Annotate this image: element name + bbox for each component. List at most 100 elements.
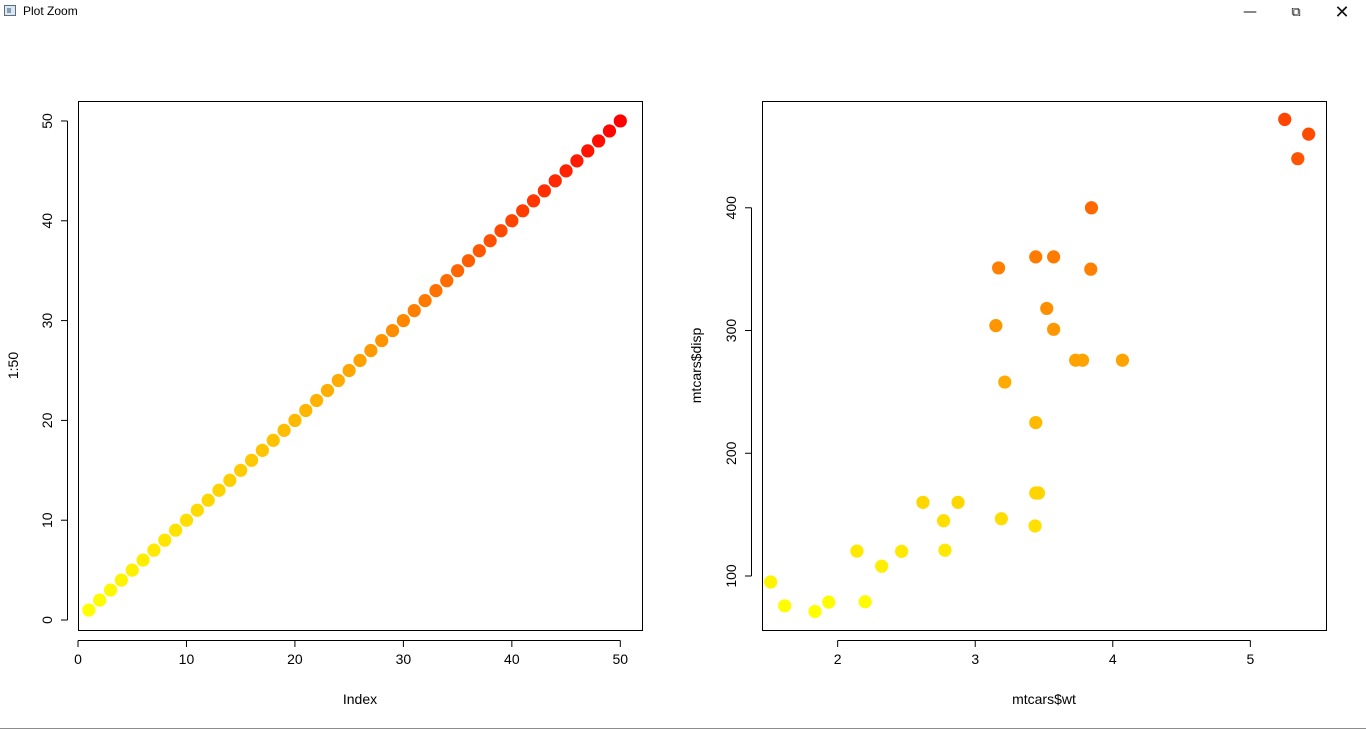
scatter-point bbox=[375, 333, 389, 348]
y-tick-label: 30 bbox=[39, 313, 55, 329]
x-tick-label: 3 bbox=[971, 651, 979, 667]
scatter-point bbox=[808, 604, 822, 619]
scatter-point bbox=[778, 599, 792, 613]
scatter-point bbox=[951, 495, 965, 509]
scatter-point bbox=[342, 363, 356, 378]
x-tick-label: 20 bbox=[287, 651, 303, 667]
scatter-point bbox=[581, 144, 595, 158]
scatter-point bbox=[82, 603, 96, 617]
scatter-point bbox=[451, 264, 465, 278]
scatter-point bbox=[992, 261, 1006, 275]
scatter-point bbox=[1084, 262, 1098, 276]
scatter-point bbox=[1075, 353, 1090, 367]
scatter-point bbox=[570, 154, 584, 168]
scatter-point bbox=[537, 184, 551, 198]
scatter-point bbox=[1029, 250, 1043, 264]
scatter-point bbox=[169, 523, 183, 537]
scatter-point bbox=[147, 543, 161, 557]
scatter-point bbox=[201, 493, 215, 507]
scatter-point bbox=[1115, 353, 1130, 367]
plot-area: 0 10 20 30 40 50 0 10 20 30 40 50 Index 1:50 2 3 4 5 100 20… bbox=[5, 101, 1327, 707]
scatter-point bbox=[494, 224, 508, 238]
scatter-point bbox=[938, 543, 952, 557]
y-tick-label: 400 bbox=[723, 196, 739, 220]
y-tick-label: 300 bbox=[723, 319, 739, 343]
scatter-point bbox=[266, 433, 280, 447]
scatter-point bbox=[299, 403, 313, 418]
scatter-point bbox=[858, 595, 872, 609]
x-tick-label: 4 bbox=[1109, 651, 1117, 667]
scatter-point bbox=[1031, 486, 1046, 500]
y-tick-label: 100 bbox=[723, 564, 739, 588]
scatter-point bbox=[407, 304, 421, 318]
scatter-point bbox=[850, 544, 864, 558]
scatter-point bbox=[136, 553, 150, 567]
x-axis-title-1: Index bbox=[343, 691, 377, 707]
scatter-point bbox=[483, 234, 497, 248]
plot-frame-1 bbox=[78, 101, 643, 631]
scatter-point bbox=[244, 453, 259, 467]
window-title: Plot Zoom bbox=[23, 4, 78, 18]
scatter-point bbox=[1084, 201, 1099, 215]
y-tick-label: 50 bbox=[39, 113, 55, 129]
scatter-point bbox=[1302, 127, 1316, 141]
scatter-point bbox=[1028, 519, 1042, 533]
scatter-point bbox=[331, 373, 345, 388]
scatter-point bbox=[461, 254, 476, 268]
scatter-point bbox=[353, 353, 367, 368]
scatter-point bbox=[1029, 415, 1043, 430]
scatter-point bbox=[936, 514, 951, 528]
scatter-point bbox=[212, 483, 226, 497]
scatter-point bbox=[277, 423, 291, 437]
scatter-point bbox=[592, 134, 606, 148]
scatter-point bbox=[526, 194, 541, 208]
restore-icon: ⧉ bbox=[1291, 4, 1301, 20]
scatter-point bbox=[103, 583, 118, 597]
scatter-point bbox=[320, 383, 335, 398]
scatter-point bbox=[1040, 301, 1054, 316]
scatter-point bbox=[1047, 322, 1061, 336]
scatter-point bbox=[895, 544, 909, 558]
scatter-point bbox=[548, 174, 562, 188]
scatter-point bbox=[190, 503, 204, 517]
y-tick-label: 10 bbox=[39, 512, 55, 528]
scatter-point bbox=[505, 214, 519, 228]
x-tick-label: 40 bbox=[504, 651, 520, 667]
x-tick-label: 50 bbox=[613, 651, 629, 667]
x-axis-title-2: mtcars$wt bbox=[1012, 691, 1076, 707]
close-button[interactable]: ✕ bbox=[1319, 0, 1365, 24]
scatter-point bbox=[364, 343, 378, 358]
x-tick-label: 10 bbox=[179, 651, 195, 667]
scatter-point bbox=[472, 244, 486, 258]
x-tick-label: 0 bbox=[74, 651, 82, 667]
scatter-point bbox=[429, 284, 443, 298]
app-icon bbox=[4, 5, 16, 16]
scatter-point bbox=[310, 393, 324, 408]
y-tick-label: 0 bbox=[39, 616, 55, 624]
x-tick-label: 5 bbox=[1246, 651, 1254, 667]
scatter-point bbox=[822, 595, 836, 609]
scatter-point bbox=[93, 593, 107, 607]
scatter-point bbox=[440, 274, 454, 288]
minimize-icon: — bbox=[1243, 4, 1257, 20]
y-axis-title-2: mtcars$disp bbox=[688, 328, 704, 404]
y-tick-label: 200 bbox=[723, 441, 739, 465]
scatter-point bbox=[288, 413, 302, 427]
scatter-point bbox=[994, 512, 1008, 526]
x-tick-label: 2 bbox=[834, 651, 842, 667]
title-bar: Plot Zoom — ⧉ ✕ bbox=[0, 0, 1366, 24]
scatter-point bbox=[179, 513, 194, 527]
scatter-point bbox=[516, 204, 530, 218]
scatter-point bbox=[998, 375, 1012, 389]
close-icon: ✕ bbox=[1334, 1, 1350, 23]
scatter-point bbox=[989, 319, 1003, 333]
scatter-point bbox=[125, 563, 139, 577]
scatter-point bbox=[385, 323, 400, 338]
scatter-point bbox=[602, 124, 617, 138]
maximize-button[interactable]: ⧉ bbox=[1273, 0, 1319, 24]
scatter-point bbox=[114, 573, 128, 587]
minimize-button[interactable]: — bbox=[1227, 0, 1273, 24]
scatter-point bbox=[764, 575, 778, 589]
y-axis-title-1: 1:50 bbox=[5, 352, 21, 379]
scatter-point bbox=[223, 473, 237, 487]
